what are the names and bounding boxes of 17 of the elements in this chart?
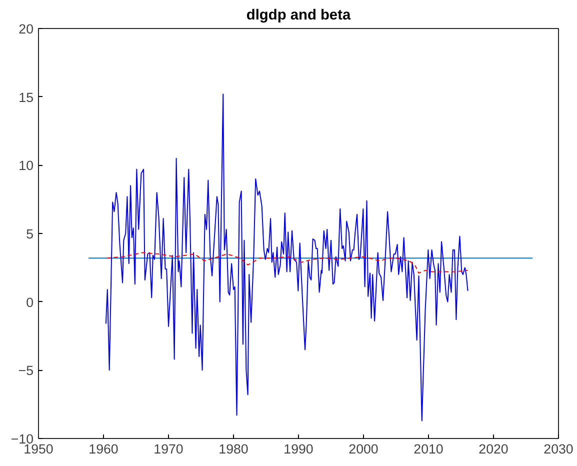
x-tick-label: 2010 bbox=[414, 442, 444, 456]
x-tick-label: 1980 bbox=[218, 442, 248, 456]
y-tick-label: 5 bbox=[26, 226, 34, 242]
y-tick-label: 15 bbox=[18, 90, 34, 105]
y-tick-label: 10 bbox=[18, 158, 34, 174]
y-tick-label: 20 bbox=[18, 22, 34, 36]
x-tick-label: 2020 bbox=[478, 442, 508, 456]
x-tick-label: 2030 bbox=[544, 442, 574, 456]
x-tick-label: 1960 bbox=[88, 442, 118, 456]
y-tick-label: 0 bbox=[26, 294, 34, 310]
y-tick-label: −5 bbox=[18, 363, 34, 378]
chart-title: dlgdp and beta bbox=[246, 8, 352, 24]
x-tick-label: 2000 bbox=[348, 442, 378, 456]
line-series bbox=[105, 94, 468, 422]
x-tick-label: 1970 bbox=[154, 442, 184, 456]
line-series bbox=[106, 252, 468, 274]
x-tick-label: 1990 bbox=[284, 442, 314, 456]
